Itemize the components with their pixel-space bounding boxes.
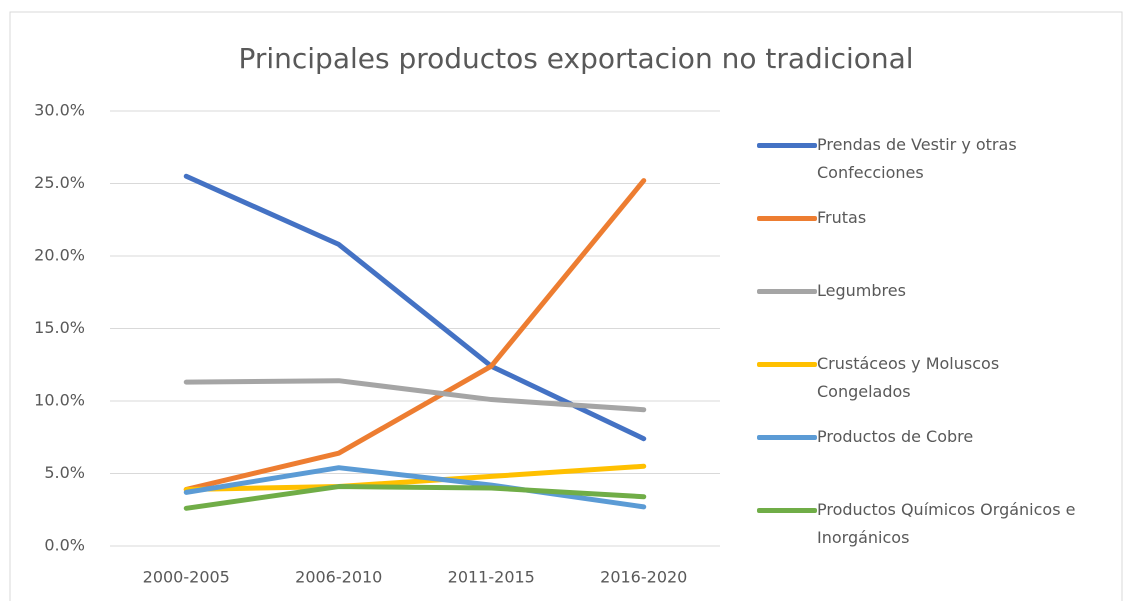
x-tick-label: 2011-2015 [448, 568, 535, 587]
y-tick-label: 5.0% [44, 463, 85, 482]
legend-entry: Productos Químicos Orgánicos e Inorgánic… [757, 496, 1097, 552]
legend-label: Prendas de Vestir y otras Confecciones [817, 135, 1017, 182]
series-line [183, 178, 647, 492]
x-tick-label: 2000-2005 [143, 568, 230, 587]
legend-label: Productos Químicos Orgánicos e Inorgánic… [817, 500, 1076, 547]
x-tick-label: 2006-2010 [295, 568, 382, 587]
y-tick-label: 10.0% [34, 391, 85, 410]
series-line [183, 378, 647, 413]
legend-swatch [757, 362, 817, 367]
legend-label: Frutas [817, 208, 867, 227]
legend-entry: Frutas [757, 204, 1097, 232]
legend-swatch [757, 508, 817, 513]
legend-swatch [757, 289, 817, 294]
legend-label: Productos de Cobre [817, 427, 974, 446]
series-line [183, 173, 647, 442]
y-tick-label: 15.0% [34, 318, 85, 337]
y-tick-label: 30.0% [34, 101, 85, 120]
x-tick-label: 2016-2020 [600, 568, 687, 587]
y-tick-label: 25.0% [34, 173, 85, 192]
legend-entry: Legumbres [757, 277, 1097, 305]
legend-label: Crustáceos y Moluscos Congelados [817, 354, 1000, 401]
legend-entry: Productos de Cobre [757, 423, 1097, 451]
series-line [183, 465, 647, 510]
legend-swatch [757, 435, 817, 440]
legend-label: Legumbres [817, 281, 906, 300]
legend-swatch [757, 143, 817, 148]
chart-border [9, 11, 1123, 601]
legend-entry: Prendas de Vestir y otras Confecciones [757, 131, 1097, 187]
y-tick-label: 0.0% [44, 536, 85, 555]
series-line [183, 484, 647, 511]
chart-title: Principales productos exportacion no tra… [238, 42, 913, 75]
legend-entry: Crustáceos y Moluscos Congelados [757, 350, 1097, 406]
y-tick-label: 20.0% [34, 246, 85, 265]
series-line [183, 463, 647, 492]
legend-swatch [757, 216, 817, 221]
